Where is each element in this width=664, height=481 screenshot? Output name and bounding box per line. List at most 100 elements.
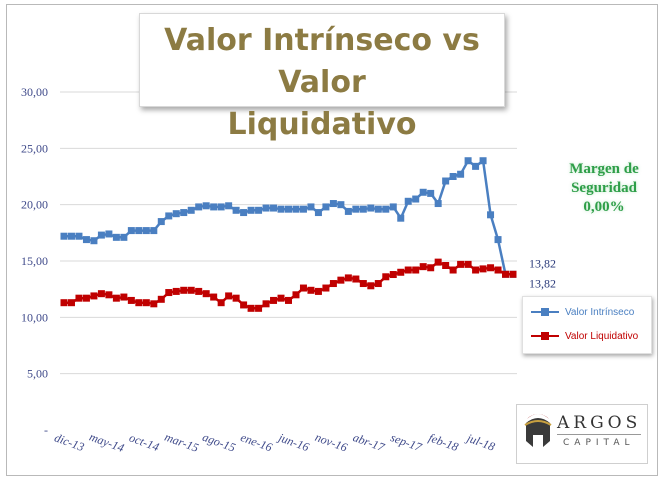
data-point [285,205,292,213]
data-point [344,274,352,282]
y-tick-label: 15,00 [21,254,48,268]
data-point [419,263,427,271]
data-point [217,299,225,307]
data-point [232,206,240,214]
data-point [329,280,337,288]
data-point [322,203,330,211]
y-tick-label: - [44,423,48,437]
data-point [367,282,375,290]
data-point [225,292,233,300]
legend-swatch-liquidativo [531,332,559,340]
data-point [262,204,270,212]
data-point [180,286,188,294]
data-point [434,200,442,208]
data-point [150,300,158,308]
data-point [344,207,352,215]
data-point [232,294,240,302]
safety-margin-annotation: Margen de Seguridad 0,00% [548,160,660,217]
y-tick-label: 5,00 [27,367,48,381]
data-point [270,296,278,304]
data-point [127,227,135,235]
data-point [255,206,263,214]
x-tick-label: ago-15 [201,430,238,455]
annotation-line-1: Margen de [569,161,639,177]
data-point [472,162,480,170]
legend-item-intrinsic: Valor Intrínseco [531,305,634,319]
data-point [487,211,495,219]
argos-capital-logo: ARGOS CAPITAL [516,404,648,464]
data-point [150,227,158,235]
x-tick-label: jul-18 [463,430,497,454]
end-value-label: 13,82 [529,256,556,270]
data-point [195,287,203,295]
data-point [112,233,120,241]
data-point [307,203,315,211]
legend-label-intrinsic: Valor Intrínseco [565,306,635,318]
chart-title-line-1: Valor Intrínseco vs Valor [164,23,480,100]
data-point [82,236,90,244]
logo-divider [557,434,641,435]
data-point [135,299,143,307]
data-point [442,262,450,270]
data-point [247,304,255,312]
data-point [359,205,367,213]
legend-label-liquidativo: Valor Liquidativo [565,330,639,342]
data-point [187,206,195,214]
data-point [314,209,322,217]
data-point [322,284,330,292]
data-point [419,188,427,196]
data-point [502,270,510,278]
end-labels: 13,82 13,82 [529,256,556,290]
data-point [329,200,337,208]
data-point [127,296,135,304]
data-point [389,271,397,279]
data-point [60,299,68,307]
data-point [225,202,233,210]
data-point [464,260,472,268]
data-point [262,300,270,308]
data-point [397,268,405,276]
data-point [285,296,292,304]
data-point [210,203,218,211]
data-point [240,209,248,217]
chart-title-box: Valor Intrínseco vs Valor Liquidativo [139,13,505,142]
data-point [60,232,68,240]
data-point [307,286,315,294]
y-tick-label: 20,00 [21,198,48,212]
legend-item-liquidativo: Valor Liquidativo [531,329,638,343]
end-value-label: 13,82 [529,276,556,290]
x-tick-label: mar-15 [163,430,201,455]
data-point [210,293,218,301]
data-point [382,273,390,281]
y-tick-label: 25,00 [21,141,48,155]
data-point [277,294,285,302]
data-point [157,295,165,303]
data-point [472,266,480,274]
data-point [449,266,457,274]
legend-swatch-intrinsic [531,308,559,316]
y-tick-label: 10,00 [21,310,48,324]
y-axis-ticks: 30,00 25,00 20,00 15,00 10,00 5,00 - [21,85,48,437]
data-point [457,170,465,178]
data-point [195,203,203,211]
x-axis-ticks: dic-13 may-14 oct-14 mar-15 ago-15 ene-16 jun-… [53,430,497,455]
data-point [90,292,98,300]
x-tick-label: ene-16 [239,430,274,454]
data-point [412,266,420,274]
y-tick-label: 30,00 [21,85,48,99]
data-point [202,202,210,210]
chart-title: Valor Intrínseco vs Valor Liquidativo [140,20,504,146]
data-point [404,197,412,205]
data-point [270,204,278,212]
data-point [82,294,90,302]
data-point [97,290,105,298]
data-point [434,258,442,266]
logo-subtitle: CAPITAL [563,438,635,448]
data-point [479,157,487,165]
data-point [240,301,248,309]
data-point [180,209,188,217]
data-point [165,289,173,297]
data-point [412,195,420,203]
data-point [352,205,360,213]
data-point [359,280,367,288]
